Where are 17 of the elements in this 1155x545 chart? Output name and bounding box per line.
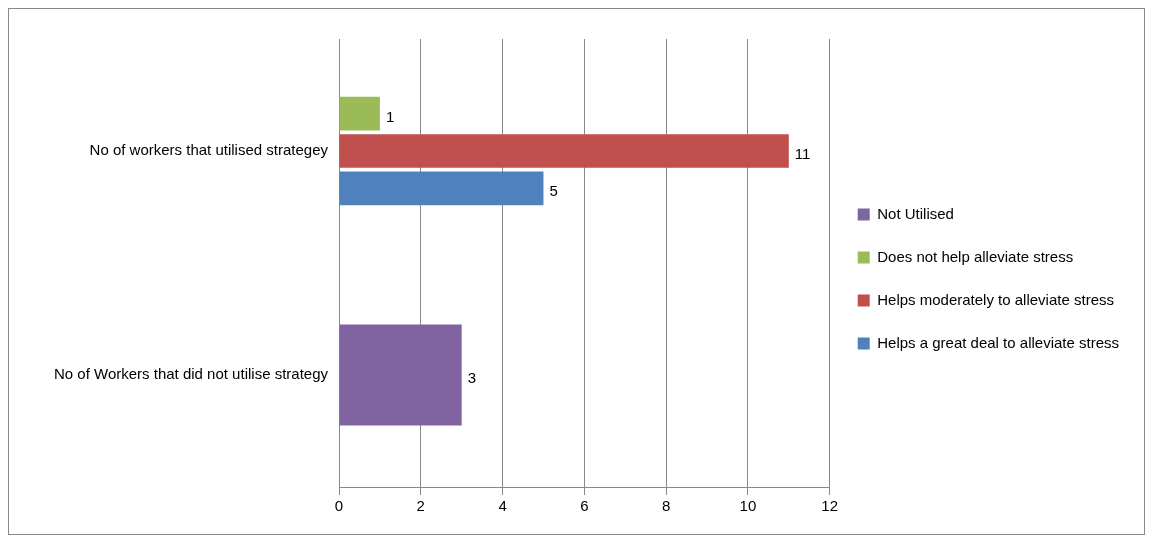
legend-label: Helps moderately to alleviate stress — [877, 290, 1114, 308]
legend-label: Does not help alleviate stress — [877, 247, 1074, 265]
x-tick-label: 12 — [821, 497, 839, 515]
x-tick-label: 4 — [498, 497, 507, 515]
legend-label: Not Utilised — [877, 204, 954, 222]
x-tick-label: 0 — [334, 497, 344, 515]
data-label: 1 — [385, 107, 395, 125]
y-tick-label: No of Workers that did not utilise strategy — [53, 365, 329, 383]
x-tick-label: 8 — [661, 497, 671, 515]
x-tick-label: 2 — [416, 497, 425, 515]
data-label: 3 — [467, 369, 477, 387]
data-label: 5 — [549, 182, 558, 200]
data-label: 11 — [794, 145, 811, 163]
x-tick-label: 6 — [580, 497, 589, 515]
y-tick-label: No of workers that utilised strategey — [89, 141, 329, 159]
legend-label: Helps a great deal to alleviate stress — [877, 333, 1119, 351]
x-tick-label: 10 — [739, 497, 757, 515]
